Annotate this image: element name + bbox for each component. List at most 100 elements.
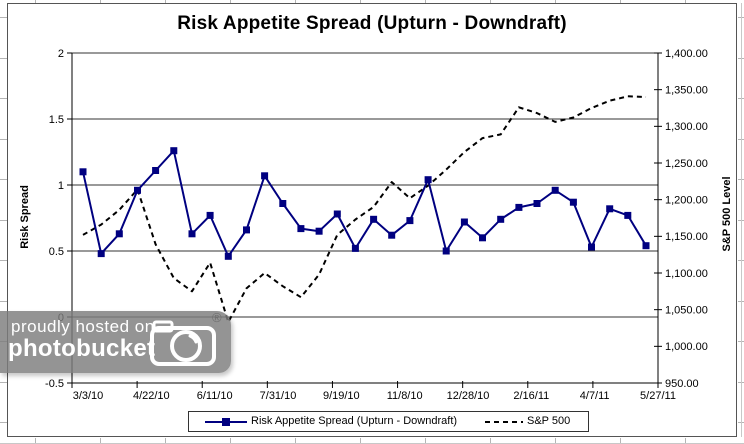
worksheet-grid-stub <box>165 438 166 444</box>
right-axis-tick-label: 950.00 <box>665 378 699 390</box>
worksheet-grid-stub <box>165 0 166 3</box>
data-point-marker <box>333 210 341 218</box>
data-point-marker <box>406 217 414 225</box>
worksheet-grid-stub <box>230 0 231 3</box>
data-point-marker <box>551 186 559 194</box>
data-point-marker <box>206 211 214 219</box>
registered-trademark-icon: ® <box>212 310 222 325</box>
data-point-marker <box>261 172 269 180</box>
x-axis-tick-label: 4/7/11 <box>580 390 610 402</box>
data-point-marker <box>134 186 141 194</box>
x-axis-tick-label: 3/3/10 <box>73 390 104 402</box>
data-point-marker <box>370 215 378 223</box>
data-point-marker <box>170 147 178 155</box>
x-axis-tick-label: 4/22/10 <box>133 390 170 402</box>
x-axis-tick-label: 5/27/11 <box>640 390 676 402</box>
data-point-marker <box>351 244 359 252</box>
data-point-marker <box>569 198 577 206</box>
data-point-marker <box>497 215 505 223</box>
watermark-brand: photobucket <box>8 335 156 362</box>
legend-spread-line-sample <box>205 418 247 426</box>
x-axis-tick-label: 2/16/11 <box>513 390 549 402</box>
worksheet-grid-stub <box>35 0 36 3</box>
data-point-marker <box>97 250 105 258</box>
legend: Risk Appetite Spread (Upturn - Downdraft… <box>188 411 589 432</box>
watermark-tagline: proudly hosted on <box>11 317 155 336</box>
spread-series-line <box>82 149 647 258</box>
x-axis-tick-label: 7/31/10 <box>260 390 297 402</box>
left-axis-tick-label: 1.5 <box>49 114 64 126</box>
worksheet-grid-stub <box>100 0 101 3</box>
right-axis-tick-label: 1,100.00 <box>665 268 708 280</box>
worksheet-grid-stub <box>0 58 7 59</box>
right-axis-tick-label: 1,300.00 <box>665 121 708 133</box>
worksheet-grid-stub <box>0 179 7 180</box>
data-point-marker <box>588 243 595 251</box>
worksheet-grid-stub <box>490 0 491 3</box>
worksheet-grid-stub <box>0 17 7 18</box>
data-point-marker <box>424 176 432 184</box>
data-point-marker <box>442 247 450 255</box>
data-point-marker <box>479 234 486 242</box>
data-point-marker <box>515 203 523 211</box>
worksheet-grid-stub <box>360 438 361 444</box>
right-axis-tick-label: 1,400.00 <box>665 48 708 60</box>
worksheet-grid-stub <box>0 422 7 423</box>
worksheet-grid-stub <box>0 260 7 261</box>
right-axis-tick-label: 1,150.00 <box>665 231 708 243</box>
worksheet-grid-stub <box>490 438 491 444</box>
data-point-marker <box>243 226 250 234</box>
worksheet-grid-stub <box>0 301 7 302</box>
data-point-marker <box>297 225 305 233</box>
data-point-marker <box>606 205 614 213</box>
right-axis-tick-label: 1,050.00 <box>665 305 708 317</box>
x-axis-tick-label: 11/8/10 <box>387 390 423 402</box>
right-axis-tick-label: 1,350.00 <box>665 85 708 97</box>
left-axis-tick-label: -0.5 <box>45 378 64 390</box>
worksheet-grid-stub <box>555 0 556 3</box>
sp500-series-line <box>82 95 647 324</box>
legend-spread-label: Risk Appetite Spread (Upturn - Downdraft… <box>251 415 458 427</box>
data-point-marker <box>624 211 632 219</box>
data-point-marker <box>115 230 123 238</box>
worksheet-column-line <box>741 3 742 437</box>
worksheet-grid-stub <box>230 438 231 444</box>
left-axis-tick-label: 2 <box>58 48 64 60</box>
worksheet-grid-stub <box>360 0 361 3</box>
worksheet-grid-stub <box>425 0 426 3</box>
camera-icon <box>150 320 216 366</box>
right-axis-tick-label: 1,200.00 <box>665 195 708 207</box>
x-axis-tick-label: 9/19/10 <box>323 390 360 402</box>
data-point-marker <box>460 218 468 226</box>
worksheet-grid-stub <box>295 438 296 444</box>
x-axis-tick-label: 6/11/10 <box>197 390 233 402</box>
data-point-marker <box>79 168 87 176</box>
worksheet-grid-stub <box>685 0 686 3</box>
worksheet-grid-stub <box>0 98 7 99</box>
worksheet-grid-stub <box>620 0 621 3</box>
worksheet-grid-stub <box>0 382 7 383</box>
worksheet-grid-stub <box>555 438 556 444</box>
worksheet-grid-stub <box>620 438 621 444</box>
right-axis-tick-label: 1,250.00 <box>665 158 708 170</box>
worksheet-grid-stub <box>0 220 7 221</box>
data-point-marker <box>279 200 287 207</box>
worksheet-grid-stub <box>685 438 686 444</box>
left-axis-tick-label: 0.5 <box>49 246 64 258</box>
worksheet-grid-stub <box>0 139 7 140</box>
data-point-marker <box>533 200 541 207</box>
data-point-marker <box>224 252 232 260</box>
x-axis-tick-label: 12/28/10 <box>447 390 490 402</box>
legend-square-marker-icon <box>222 418 230 426</box>
legend-sp500-label: S&P 500 <box>527 415 571 427</box>
worksheet-grid-stub <box>425 438 426 444</box>
worksheet-grid-stub <box>35 438 36 444</box>
data-point-marker <box>152 167 160 174</box>
data-point-marker <box>315 227 323 235</box>
data-point-marker <box>388 231 396 239</box>
legend-sp500-line-sample <box>485 421 523 423</box>
worksheet-grid-stub <box>100 438 101 444</box>
data-point-marker <box>188 230 196 238</box>
